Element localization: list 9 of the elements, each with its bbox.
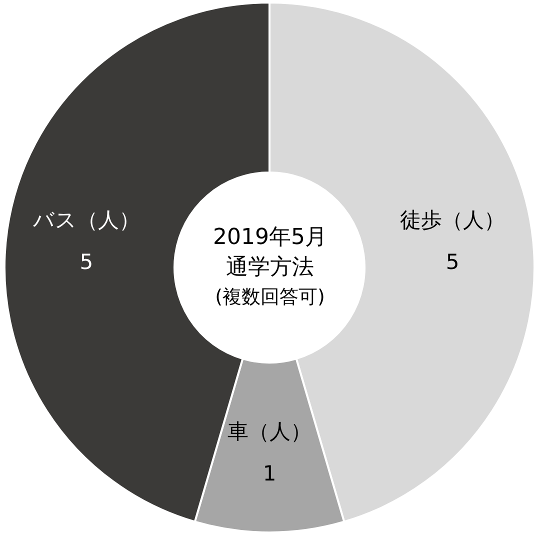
slice-label: 徒歩（人） bbox=[400, 208, 506, 232]
data-label: 5 bbox=[446, 250, 460, 274]
text: (複数回答可) bbox=[215, 286, 325, 308]
slice-label: バス（人） bbox=[32, 208, 140, 232]
data-label: 1 bbox=[262, 462, 276, 486]
data-label: 5 bbox=[80, 250, 94, 274]
text: 2019年5月 bbox=[213, 225, 327, 250]
text: 通学方法 bbox=[226, 255, 314, 280]
slice-label: 車（人） bbox=[228, 420, 312, 444]
